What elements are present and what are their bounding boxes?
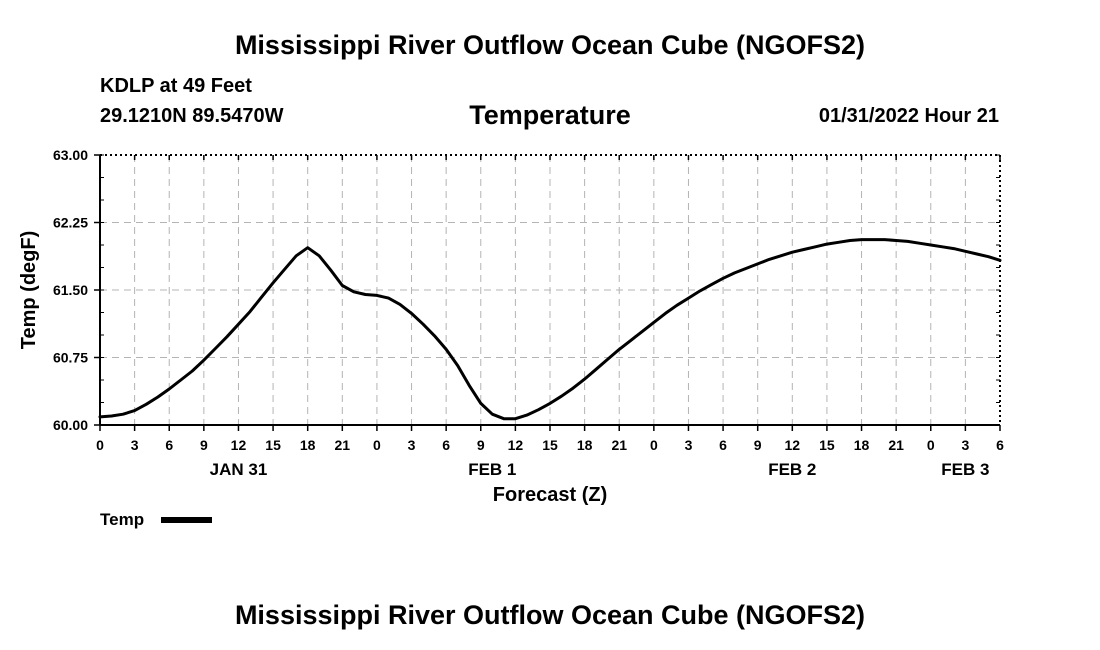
x-tick-label: 12	[785, 437, 801, 453]
x-tick-label: 3	[408, 437, 416, 453]
x-tick-label: 0	[927, 437, 935, 453]
x-tick-label: 6	[719, 437, 727, 453]
coordinates-label: 29.1210N 89.5470W	[100, 105, 284, 127]
y-tick-label: 61.50	[53, 282, 88, 298]
x-tick-label: 12	[508, 437, 524, 453]
station-label: KDLP at 49 Feet	[100, 75, 252, 97]
x-tick-label: 15	[819, 437, 835, 453]
day-label: JAN 31	[210, 460, 268, 479]
y-tick-label: 62.25	[53, 215, 88, 231]
y-tick-label: 63.00	[53, 147, 88, 163]
x-tick-label: 18	[577, 437, 593, 453]
x-tick-label: 9	[754, 437, 762, 453]
axis-labels: Temp (degF) Forecast (Z) 60.00 60.75 61.50…	[18, 147, 1004, 506]
x-tick-label: 9	[477, 437, 485, 453]
day-label: FEB 3	[941, 460, 989, 479]
day-label: FEB 1	[468, 460, 516, 479]
x-tick-label: 0	[650, 437, 658, 453]
x-tick-label: 3	[961, 437, 969, 453]
datetime-label: 01/31/2022 Hour 21	[818, 105, 999, 127]
x-tick-label: 21	[888, 437, 904, 453]
y-tick-label: 60.75	[53, 350, 88, 366]
x-tick-label: 15	[265, 437, 281, 453]
x-tick-label: 3	[131, 437, 139, 453]
x-tick-label: 9	[200, 437, 208, 453]
axes	[94, 154, 1001, 431]
x-axis-label: Forecast (Z)	[493, 484, 607, 506]
y-tick-label: 60.00	[53, 417, 88, 433]
page-title: Mississippi River Outflow Ocean Cube (NG…	[234, 30, 866, 60]
x-tick-label: 21	[335, 437, 351, 453]
x-tick-label: 18	[854, 437, 870, 453]
x-tick-label: 0	[373, 437, 381, 453]
x-tick-label: 3	[685, 437, 693, 453]
footer-title: Mississippi River Outflow Ocean Cube (NG…	[234, 600, 866, 630]
x-tick-label: 6	[442, 437, 450, 453]
chart-title: Temperature	[469, 100, 631, 130]
grid-lines	[100, 155, 1000, 425]
x-tick-label: 0	[96, 437, 104, 453]
x-tick-label: 15	[542, 437, 558, 453]
x-tick-label: 6	[996, 437, 1004, 453]
y-axis-label: Temp (degF)	[18, 231, 40, 350]
series-line-temp	[98, 238, 1002, 421]
x-tick-label: 18	[300, 437, 316, 453]
x-tick-label: 12	[231, 437, 247, 453]
series-layer	[98, 238, 1002, 421]
day-label: FEB 2	[768, 460, 816, 479]
legend-label-temp: Temp	[100, 510, 144, 529]
x-tick-label: 21	[611, 437, 627, 453]
legend: Temp	[100, 510, 212, 529]
x-tick-label: 6	[165, 437, 173, 453]
